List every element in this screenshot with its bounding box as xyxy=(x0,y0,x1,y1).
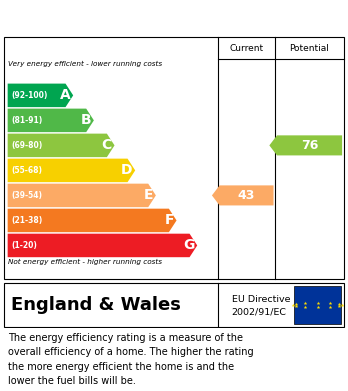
Text: Current: Current xyxy=(229,44,264,53)
Polygon shape xyxy=(8,84,73,107)
Text: (39-54): (39-54) xyxy=(11,191,42,200)
Text: D: D xyxy=(121,163,133,178)
Text: (81-91): (81-91) xyxy=(11,116,42,125)
Text: England & Wales: England & Wales xyxy=(11,296,181,314)
Text: A: A xyxy=(60,88,70,102)
Polygon shape xyxy=(8,109,94,132)
Text: EU Directive: EU Directive xyxy=(232,295,290,304)
Text: Energy Efficiency Rating: Energy Efficiency Rating xyxy=(9,9,230,25)
Text: (55-68): (55-68) xyxy=(11,166,42,175)
Polygon shape xyxy=(8,134,114,157)
Text: Not energy efficient - higher running costs: Not energy efficient - higher running co… xyxy=(8,259,162,265)
Text: (1-20): (1-20) xyxy=(11,241,37,250)
Text: C: C xyxy=(102,138,112,152)
Polygon shape xyxy=(8,234,197,257)
Text: 2002/91/EC: 2002/91/EC xyxy=(232,307,287,316)
Polygon shape xyxy=(8,159,135,182)
Text: G: G xyxy=(183,239,195,253)
Text: (69-80): (69-80) xyxy=(11,141,42,150)
Text: (21-38): (21-38) xyxy=(11,216,42,225)
Text: B: B xyxy=(80,113,91,127)
Text: The energy efficiency rating is a measure of the
overall efficiency of a home. T: The energy efficiency rating is a measur… xyxy=(8,333,253,386)
Text: Very energy efficient - lower running costs: Very energy efficient - lower running co… xyxy=(8,61,162,66)
Text: 43: 43 xyxy=(238,189,255,202)
Text: F: F xyxy=(164,213,174,228)
Polygon shape xyxy=(8,209,176,232)
Polygon shape xyxy=(8,184,156,207)
Polygon shape xyxy=(269,135,342,155)
Text: (92-100): (92-100) xyxy=(11,91,48,100)
Polygon shape xyxy=(212,185,274,205)
Text: Potential: Potential xyxy=(290,44,330,53)
Text: 76: 76 xyxy=(301,139,318,152)
Text: E: E xyxy=(144,188,153,203)
Bar xyxy=(294,286,341,324)
